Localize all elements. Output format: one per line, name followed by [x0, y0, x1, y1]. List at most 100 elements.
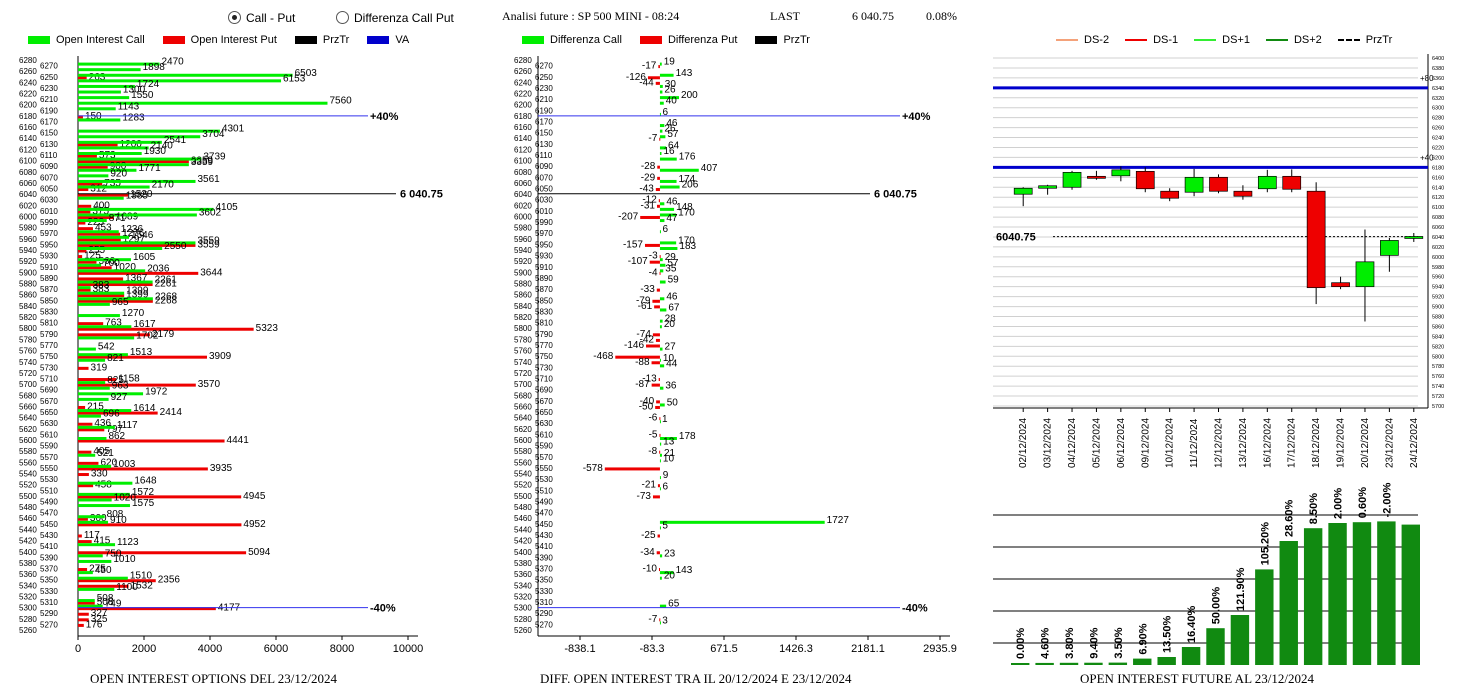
strike-label: 5600: [514, 436, 532, 445]
call-bar: [659, 73, 674, 77]
call-bar: [78, 587, 115, 591]
strike-label: 5280: [514, 615, 532, 624]
put-value-label: -42: [639, 334, 654, 345]
strike-label: 5800: [514, 324, 532, 333]
y-tick-label: 6240: [1432, 136, 1444, 142]
y-tick-label: 6260: [1432, 126, 1444, 132]
strike-label: 5410: [40, 542, 58, 551]
call-bar: [659, 185, 680, 189]
oi-bar: [1035, 662, 1054, 665]
strike-label: 5560: [514, 458, 532, 467]
put-bar: [78, 232, 121, 236]
call-value-label: 148: [676, 202, 693, 213]
call-value-label: 508: [97, 593, 114, 604]
put-value-label: 330: [91, 469, 108, 480]
strike-label: 6180: [514, 112, 532, 121]
call-value-label: 1270: [122, 308, 145, 319]
call-bar: [78, 353, 128, 357]
x-tick-label: 2000: [132, 643, 156, 655]
candle-body: [1160, 190, 1180, 199]
put-bar: [78, 383, 196, 387]
put-bar: [78, 115, 83, 119]
put-bar: [78, 188, 89, 192]
strike-label: 6080: [19, 168, 37, 177]
strike-label: 5260: [514, 626, 532, 635]
oi-percent-label: 28.60%: [1284, 499, 1296, 537]
put-value-label: 263: [89, 72, 106, 83]
put-value-label: 117: [84, 530, 100, 541]
call-bar: [659, 476, 661, 480]
radio-differenza[interactable]: Differenza Call Put: [336, 11, 454, 25]
x-tick-label: 671.5: [710, 643, 738, 655]
x-tick-label: 1426.3: [779, 643, 813, 655]
strike-label: 6210: [535, 95, 553, 104]
strike-label: 5390: [40, 553, 58, 562]
call-bar: [659, 437, 677, 440]
call-bar: [78, 381, 106, 385]
put-value-label: 2414: [160, 407, 183, 418]
strike-label: 6160: [19, 123, 37, 132]
put-bar: [78, 517, 88, 521]
put-value-label: 900: [110, 161, 127, 172]
call-bar: [659, 124, 665, 128]
put-value-label: 508: [97, 597, 114, 608]
call-value-label: 910: [110, 515, 127, 526]
strike-label: 5480: [19, 503, 37, 512]
radio-differenza-label: Differenza Call Put: [354, 11, 454, 25]
put-bar: [652, 299, 660, 303]
put-value-label: -578: [583, 463, 603, 474]
call-bar: [78, 185, 150, 189]
call-value-label: 862: [108, 431, 125, 442]
put-value-label: -87: [635, 379, 650, 390]
radio-call-put[interactable]: Call - Put: [228, 11, 295, 25]
strike-label: 6160: [514, 123, 532, 132]
y-tick-label: 6120: [1432, 195, 1444, 201]
y-tick-label: 6080: [1432, 215, 1444, 221]
put-bar: [78, 607, 216, 611]
strike-label: 5610: [40, 430, 58, 439]
put-value-label: 620: [100, 457, 117, 468]
strike-label: 5350: [40, 576, 58, 585]
call-bar: [78, 336, 135, 340]
call-bar: [659, 202, 665, 206]
call-value-label: 6153: [283, 73, 306, 84]
strike-label: 5350: [535, 576, 553, 585]
strike-label: 5630: [535, 419, 553, 428]
strike-label: 5950: [40, 240, 58, 249]
strike-label: 5980: [514, 224, 532, 233]
call-value-label: 1117: [117, 420, 138, 431]
call-bar: [659, 90, 663, 94]
last-percent: 0.08%: [926, 9, 957, 23]
put-bar: [78, 405, 86, 409]
put-bar: [78, 601, 95, 605]
strike-label: 5910: [40, 263, 58, 272]
call-value-label: 2036: [147, 263, 170, 274]
legend-line-ds-1: [1125, 39, 1148, 41]
call-bar: [78, 414, 101, 418]
oi-percent-label: 9.40%: [1088, 627, 1100, 658]
call-value-label: 206: [682, 180, 699, 191]
price-label: 6040.75: [996, 232, 1036, 244]
strike-label: 5850: [535, 296, 553, 305]
put-value-label: 405: [93, 446, 110, 457]
legend-line-ds+1: [1194, 39, 1217, 41]
strike-label: 5450: [40, 520, 58, 529]
caption-future: OPEN INTEREST FUTURE AL 23/12/2024: [1080, 671, 1315, 686]
x-tick-label: 2935.9: [923, 643, 957, 655]
put-value-label: -43: [639, 184, 654, 195]
call-value-label: 808: [107, 509, 124, 520]
strike-label: 5790: [40, 330, 58, 339]
put-value-label: 573: [99, 150, 116, 161]
put-bar: [78, 579, 156, 583]
oi-bar: [1108, 662, 1128, 665]
va-label: +40: [1420, 153, 1434, 162]
call-bar: [659, 241, 677, 245]
call-value-label: 1702: [136, 330, 159, 341]
put-value-label: 3935: [210, 463, 233, 474]
put-bar: [649, 260, 660, 264]
strike-label: 5730: [535, 363, 553, 372]
x-tick-label: 8000: [330, 643, 354, 655]
radio-unselected-icon: [336, 11, 349, 24]
strike-label: 5540: [19, 470, 37, 479]
call-bar: [659, 364, 665, 368]
